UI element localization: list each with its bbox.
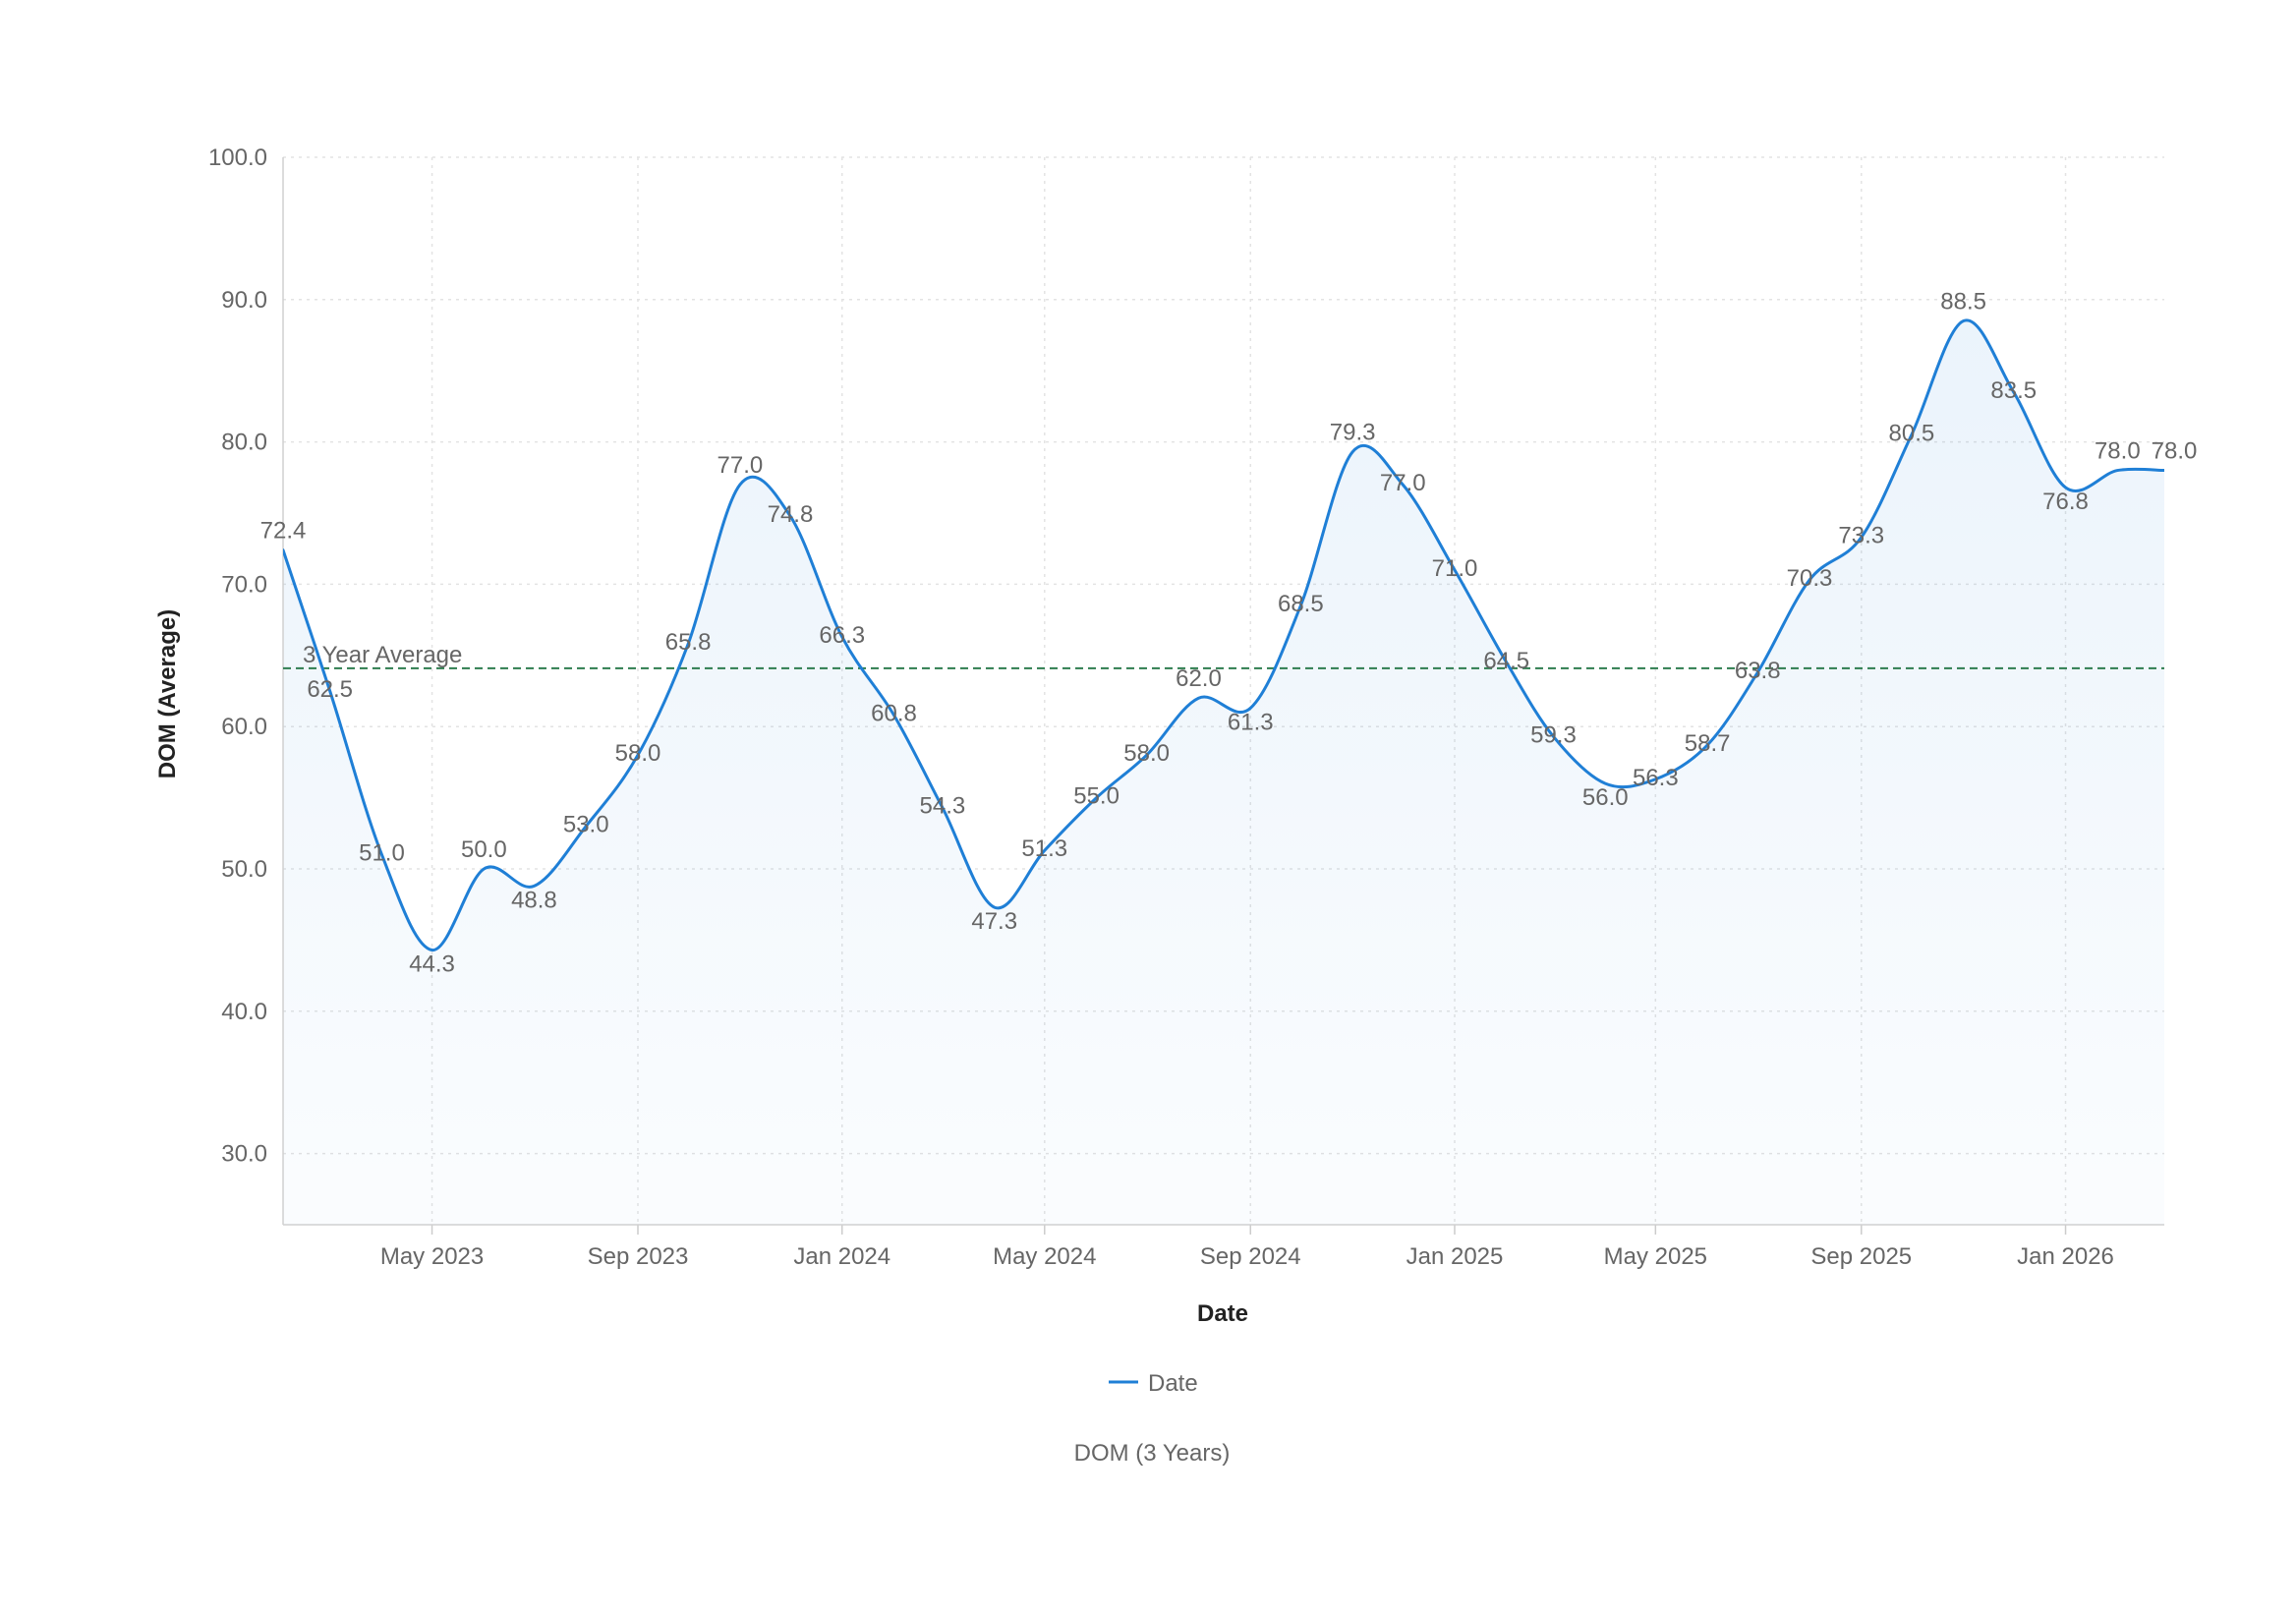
x-tick-label: Jan 2025 [1406, 1243, 1504, 1270]
data-label: 63.8 [1735, 658, 1781, 684]
x-tick-label: May 2023 [380, 1243, 484, 1270]
data-label: 64.5 [1483, 648, 1529, 674]
data-label: 73.3 [1838, 523, 1884, 549]
data-label: 74.8 [768, 501, 814, 528]
data-label: 58.0 [1123, 740, 1170, 767]
x-tick-label: Sep 2023 [588, 1243, 689, 1270]
data-label: 70.3 [1787, 565, 1833, 592]
y-tick-label: 50.0 [221, 856, 267, 883]
y-axis-title: DOM (Average) [154, 609, 181, 778]
y-tick-label: 90.0 [221, 287, 267, 314]
data-label: 79.3 [1330, 420, 1376, 446]
data-label: 54.3 [920, 793, 966, 820]
chart-caption: DOM (3 Years) [1074, 1440, 1231, 1467]
series-line[interactable] [283, 318, 2164, 952]
legend-entry-label: Date [1148, 1370, 1198, 1397]
data-label: 56.3 [1633, 765, 1679, 791]
area-layer [283, 319, 2164, 1225]
data-label: 62.5 [307, 676, 353, 703]
y-tick-label: 80.0 [221, 430, 267, 456]
x-tick-label: May 2024 [993, 1243, 1096, 1270]
x-axis-title: Date [1197, 1300, 1248, 1327]
y-tick-label: 60.0 [221, 714, 267, 740]
reference-line-group: 3 Year Average [283, 642, 2164, 669]
data-label: 59.3 [1530, 721, 1577, 748]
data-label: 58.7 [1685, 730, 1731, 757]
data-label: 47.3 [971, 908, 1017, 935]
data-label: 48.8 [511, 887, 557, 913]
data-label: 71.0 [1432, 555, 1478, 582]
x-tick-label: Sep 2025 [1810, 1243, 1912, 1270]
data-label: 80.5 [1889, 420, 1935, 446]
data-label: 62.0 [1176, 665, 1222, 692]
data-label: 50.0 [461, 836, 507, 863]
data-label: 58.0 [615, 740, 661, 767]
data-label: 44.3 [409, 951, 455, 978]
data-label: 66.3 [819, 622, 865, 649]
y-tick-label: 40.0 [221, 999, 267, 1025]
series-line-group [283, 318, 2164, 952]
series-area-fill [283, 319, 2164, 1225]
data-label: 83.5 [1990, 377, 2037, 404]
data-label: 55.0 [1073, 783, 1119, 810]
data-label: 51.3 [1021, 835, 1067, 862]
data-label: 61.3 [1228, 709, 1274, 735]
data-label: 72.4 [260, 518, 307, 545]
y-tick-label: 70.0 [221, 571, 267, 598]
legend[interactable]: Date [1109, 1370, 1198, 1397]
y-tick-label: 30.0 [221, 1141, 267, 1168]
data-label: 56.0 [1582, 784, 1629, 811]
data-label: 68.5 [1278, 591, 1324, 617]
data-label: 53.0 [563, 812, 609, 838]
data-label: 51.0 [359, 840, 405, 867]
data-label: 88.5 [1940, 289, 1986, 316]
y-tick-label: 100.0 [208, 144, 267, 171]
data-label: 77.0 [718, 452, 764, 479]
data-label: 65.8 [665, 629, 712, 656]
x-tick-label: Sep 2024 [1200, 1243, 1301, 1270]
x-tick-label: May 2025 [1604, 1243, 1707, 1270]
x-tick-label: Jan 2026 [2017, 1243, 2114, 1270]
data-label: 76.8 [2042, 489, 2089, 515]
data-label: 77.0 [1380, 470, 1426, 496]
data-label: 78.0 [2095, 438, 2141, 465]
axes: 30.0 40.0 50.0 60.0 70.0 80.0 90.0 100.0 May 202… [208, 144, 2164, 1270]
data-labels: 72.4 62.5 51.0 44.3 50.048.8 53.0 58.0 65.8 77.0… [260, 289, 2198, 978]
average-reference-label: 3 Year Average [303, 642, 462, 668]
x-tick-label: Jan 2024 [793, 1243, 890, 1270]
data-label: 78.0 [2152, 438, 2198, 465]
data-label: 60.8 [871, 701, 917, 727]
